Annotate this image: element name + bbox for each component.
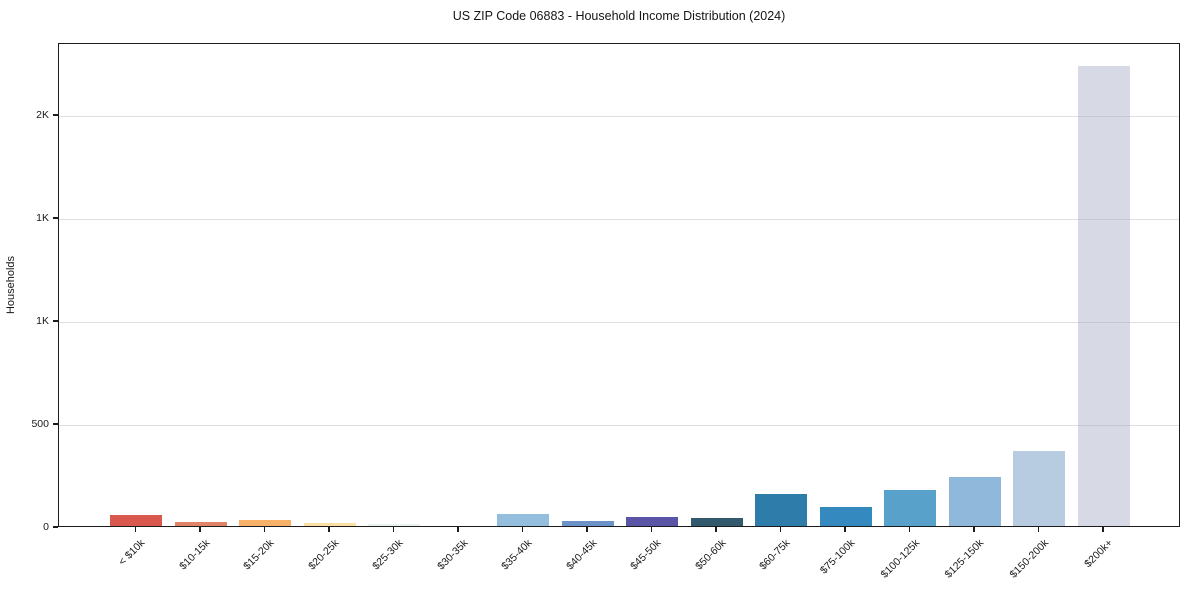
- y-tick-label: 1K: [36, 315, 49, 327]
- y-tick-label: 500: [31, 418, 49, 430]
- gridline: [59, 322, 1179, 323]
- bar-40-45k: [561, 521, 614, 526]
- x-tick-label: $125-150k: [942, 537, 987, 581]
- y-tick-mark: [53, 217, 58, 219]
- x-tick-label: $75-100k: [817, 537, 858, 577]
- y-tick-mark: [53, 114, 58, 116]
- x-tick-label: $200k+: [1082, 537, 1116, 571]
- y-axis-label: Households: [5, 255, 17, 315]
- plot-inner: [59, 44, 1179, 526]
- gridline: [59, 219, 1179, 221]
- x-tick-mark: [586, 527, 588, 532]
- y-tick-mark: [53, 526, 58, 528]
- x-tick-label: $25-30k: [370, 537, 406, 573]
- y-tick-label: 0: [43, 521, 49, 533]
- x-tick-label: $45-50k: [628, 537, 664, 573]
- x-tick-mark: [199, 527, 201, 532]
- chart-title: US ZIP Code 06883 - Household Income Dis…: [452, 9, 786, 23]
- x-tick-mark: [521, 527, 523, 532]
- x-tick-label: $150-200k: [1007, 537, 1051, 581]
- bar-60-75k: [755, 494, 808, 526]
- y-tick-label: 1K: [36, 212, 49, 225]
- x-tick-mark: [134, 527, 136, 532]
- x-tick-label: $60-75k: [757, 537, 793, 573]
- bar-200k+: [1077, 66, 1130, 526]
- bar-50-60k: [690, 517, 743, 526]
- plot-area: [58, 43, 1180, 527]
- x-tick-mark: [457, 527, 459, 532]
- bar-20-25k: [303, 522, 356, 526]
- bar-100-125k: [884, 489, 937, 526]
- x-tick-label: $50-60k: [692, 537, 729, 573]
- gridline: [59, 425, 1179, 426]
- bar-10-15k: [174, 522, 227, 526]
- x-tick-label: $20-25k: [305, 537, 342, 573]
- y-tick-mark: [53, 423, 58, 425]
- bar-150-200k: [1013, 451, 1066, 526]
- x-tick-mark: [779, 527, 781, 532]
- bar-15-20k: [239, 520, 292, 526]
- x-tick-mark: [1102, 527, 1104, 532]
- bar-10k: [110, 514, 163, 526]
- x-tick-label: $100-125k: [878, 537, 922, 581]
- x-tick-mark: [263, 527, 265, 532]
- x-tick-label: $40-45k: [563, 537, 600, 573]
- x-tick-mark: [715, 527, 717, 532]
- x-tick-mark: [328, 527, 330, 532]
- bar-25-30k: [368, 523, 421, 526]
- x-tick-mark: [1037, 527, 1039, 532]
- y-tick-mark: [53, 320, 58, 322]
- y-tick-label: 2K: [36, 109, 49, 122]
- bar-35-40k: [497, 513, 550, 526]
- x-tick-mark: [392, 527, 394, 532]
- bar-125-150k: [948, 477, 1001, 526]
- x-tick-mark: [973, 527, 975, 532]
- x-tick-mark: [844, 527, 846, 532]
- gridline: [59, 116, 1179, 118]
- x-tick-label: < $10k: [116, 537, 148, 568]
- x-tick-mark: [908, 527, 910, 532]
- x-tick-label: $35-40k: [499, 537, 535, 573]
- bar-45-50k: [626, 516, 679, 526]
- x-tick-mark: [650, 527, 652, 532]
- x-tick-label: $15-20k: [241, 537, 277, 573]
- x-tick-label: $30-35k: [434, 537, 471, 573]
- bar-75-100k: [819, 506, 872, 526]
- x-tick-label: $10-15k: [176, 537, 213, 573]
